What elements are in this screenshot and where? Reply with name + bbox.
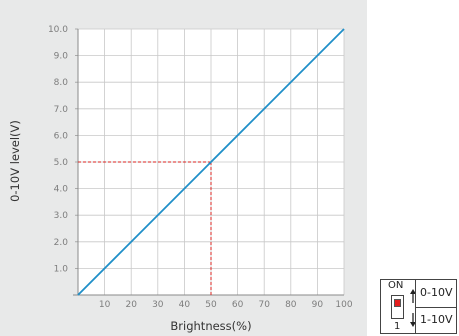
switch-option-1-10v: 1-10V: [420, 313, 453, 326]
y-tick-label: 8.0: [54, 78, 69, 88]
y-tick-label: 10.0: [48, 25, 68, 35]
y-tick-label: 3.0: [54, 211, 69, 221]
y-tick-label: 4.0: [54, 185, 69, 195]
y-tick-label: 2.0: [54, 238, 69, 248]
y-tick-label: 9.0: [54, 52, 69, 62]
switch-on-label: ON: [388, 280, 404, 291]
chart-panel: 10 20 30 40 50 60 70 80 90 100 1.0 2.0 3.0 4.0 5.0 6.0 7…: [0, 0, 367, 336]
y-axis-title: 0-10V level(V): [8, 120, 22, 202]
x-tick-label: 30: [152, 300, 164, 310]
y-tick-label: 6.0: [54, 131, 69, 141]
x-tick-label: 70: [258, 300, 270, 310]
switch-knob: [394, 299, 401, 307]
series-line: [77, 28, 345, 296]
switch-divider: [415, 307, 457, 308]
x-tick-label: 80: [285, 300, 297, 310]
x-tick-label: 100: [335, 300, 352, 310]
dip-switch-legend: ON 1 0-10V 1-10V: [380, 279, 457, 334]
arrow-up-icon: [410, 289, 416, 303]
y-tick-label: 5.0: [54, 158, 69, 168]
switch-divider: [415, 280, 416, 333]
x-tick-label: 90: [312, 300, 324, 310]
line-chart: 10 20 30 40 50 60 70 80 90 100 1.0 2.0 3.0 4.0 5.0 6.0 7…: [8, 25, 353, 333]
switch-option-0-10v: 0-10V: [420, 286, 453, 299]
arrow-down-icon: [410, 313, 416, 327]
x-tick-label: 20: [125, 300, 137, 310]
dip-switch-icon: [391, 295, 404, 319]
y-tick-label: 1.0: [54, 264, 69, 274]
x-tick-label: 50: [205, 300, 217, 310]
x-tick-label: 10: [99, 300, 111, 310]
x-axis-title: Brightness(%): [170, 319, 251, 333]
y-tick-label: 7.0: [54, 105, 69, 115]
x-tick-label: 60: [232, 300, 244, 310]
switch-position-label: 1: [394, 321, 401, 332]
x-tick-label: 40: [179, 300, 191, 310]
